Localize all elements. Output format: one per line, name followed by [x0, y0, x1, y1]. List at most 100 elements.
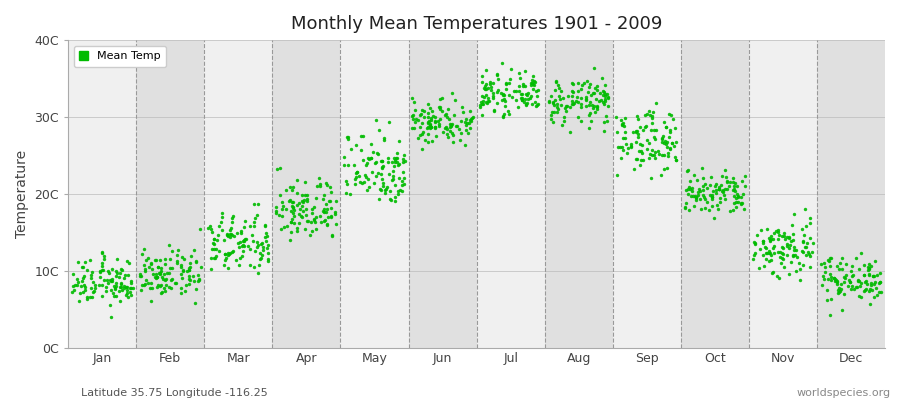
Point — [429, 132, 444, 139]
Point — [637, 124, 652, 130]
Point — [644, 174, 658, 181]
Point — [140, 255, 155, 262]
Point — [788, 252, 803, 258]
Point — [476, 97, 491, 104]
Point — [376, 180, 391, 186]
Point — [718, 173, 733, 180]
Point — [231, 262, 246, 268]
Point — [502, 75, 517, 82]
Point — [734, 200, 749, 206]
Point — [764, 257, 778, 263]
Point — [688, 194, 703, 200]
Point — [644, 147, 659, 153]
Point — [249, 244, 264, 250]
Point — [486, 94, 500, 101]
Point — [864, 263, 878, 269]
Point — [446, 89, 460, 96]
Point — [478, 83, 492, 90]
Point — [308, 219, 322, 226]
Point — [446, 139, 460, 145]
Point — [831, 279, 845, 285]
Point — [158, 270, 172, 277]
Point — [705, 194, 719, 200]
Point — [294, 213, 309, 220]
Point — [662, 146, 677, 152]
Point — [209, 246, 223, 252]
Point — [654, 139, 669, 145]
Point — [497, 92, 511, 98]
Point — [247, 264, 261, 270]
Point — [786, 253, 800, 260]
Point — [571, 99, 585, 105]
Point — [317, 209, 331, 215]
Point — [784, 238, 798, 244]
Point — [776, 250, 790, 257]
Point — [365, 149, 380, 156]
Point — [299, 206, 313, 212]
Point — [69, 276, 84, 282]
Point — [310, 183, 324, 190]
Point — [391, 188, 405, 194]
Point — [552, 85, 566, 91]
Point — [588, 85, 602, 91]
Point — [630, 112, 644, 119]
Point — [210, 237, 224, 243]
Point — [481, 95, 495, 102]
Point — [446, 121, 460, 128]
Point — [491, 76, 505, 82]
Point — [598, 119, 612, 125]
Point — [499, 86, 513, 92]
Point — [634, 148, 648, 154]
Point — [305, 210, 320, 216]
Point — [339, 181, 354, 187]
Point — [868, 258, 882, 264]
Point — [428, 124, 442, 130]
Point — [687, 203, 701, 209]
Point — [176, 256, 191, 263]
Point — [397, 175, 411, 181]
Point — [685, 185, 699, 191]
Point — [164, 277, 178, 284]
Point — [376, 163, 391, 169]
Point — [187, 278, 202, 284]
Point — [551, 82, 565, 88]
Point — [598, 92, 613, 99]
Point — [862, 288, 877, 294]
Point — [178, 282, 193, 289]
Point — [803, 252, 817, 259]
Point — [405, 95, 419, 102]
Point — [775, 244, 789, 251]
Point — [194, 264, 208, 271]
Bar — [613, 40, 680, 348]
Point — [859, 278, 873, 284]
Point — [852, 283, 867, 290]
Point — [660, 139, 674, 145]
Point — [598, 96, 613, 102]
Point — [79, 267, 94, 273]
Point — [645, 120, 660, 126]
Point — [706, 214, 721, 221]
Point — [502, 80, 517, 86]
Point — [526, 81, 540, 87]
Bar — [68, 40, 136, 348]
Point — [442, 124, 456, 130]
Point — [518, 96, 533, 102]
Point — [725, 179, 740, 186]
Point — [682, 178, 697, 184]
Point — [415, 120, 429, 126]
Point — [392, 161, 406, 167]
Point — [97, 277, 112, 283]
Point — [793, 266, 807, 272]
Point — [390, 159, 404, 165]
Point — [388, 193, 402, 200]
Point — [338, 178, 353, 184]
Point — [464, 116, 478, 122]
Point — [223, 234, 238, 240]
Point — [734, 194, 748, 200]
Point — [111, 256, 125, 262]
Point — [433, 106, 447, 112]
Point — [458, 118, 473, 125]
Point — [710, 202, 724, 209]
Point — [736, 191, 751, 197]
Point — [831, 287, 845, 293]
